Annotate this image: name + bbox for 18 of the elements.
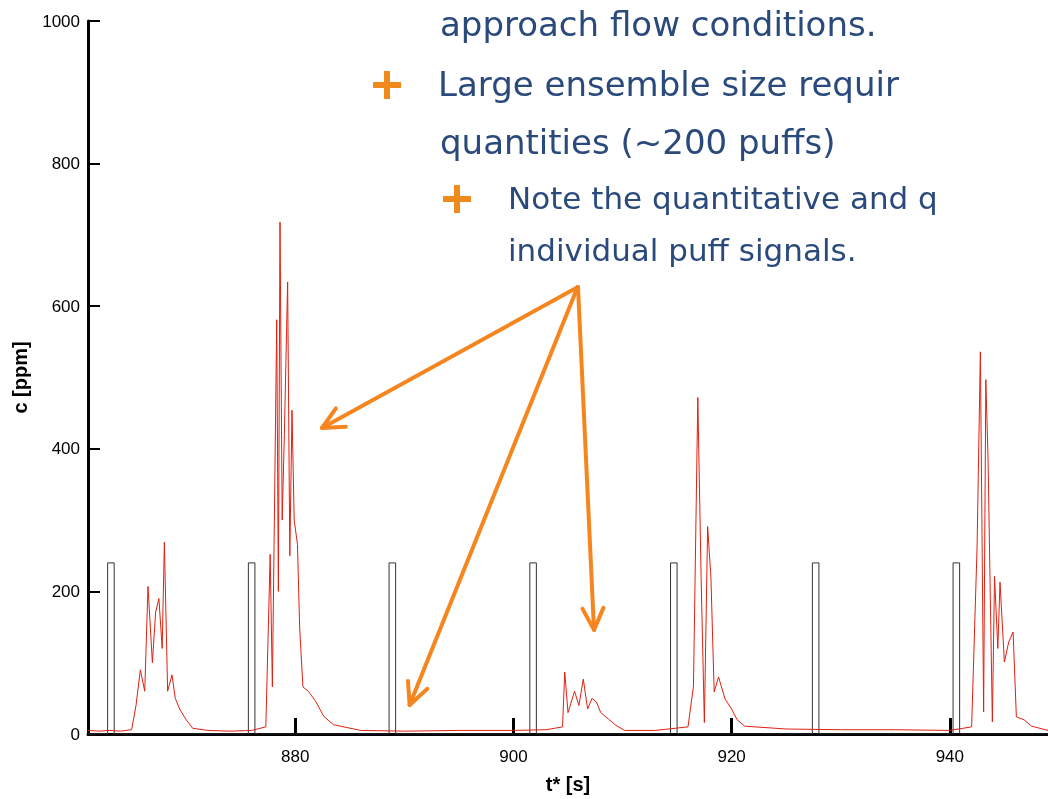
line-series [87, 221, 1048, 732]
annotation: quantities (~200 puffs) [440, 121, 836, 164]
x-tick-label: 880 [281, 747, 310, 766]
y-axis-title: c [ppm] [9, 341, 31, 414]
annotation: approach flow conditions. [440, 3, 877, 46]
y-tick-label: 600 [51, 296, 80, 316]
y-tick-label: 0 [70, 724, 80, 744]
x-axis-title: t* [s] [545, 773, 591, 795]
annotation: individual puff signals. [508, 231, 857, 270]
y-tick-label: 1000 [42, 11, 80, 31]
x-tick-label: 940 [935, 747, 965, 766]
x-tick-label: 900 [499, 747, 528, 766]
y-tick-label: 200 [51, 581, 80, 601]
y-tick-label: 400 [51, 439, 80, 459]
annotation: Large ensemble size requir [438, 63, 899, 106]
x-tick-label: 920 [717, 747, 746, 766]
annotation: Note the quantitative and q [508, 179, 938, 218]
y-tick-label: 800 [51, 154, 80, 174]
